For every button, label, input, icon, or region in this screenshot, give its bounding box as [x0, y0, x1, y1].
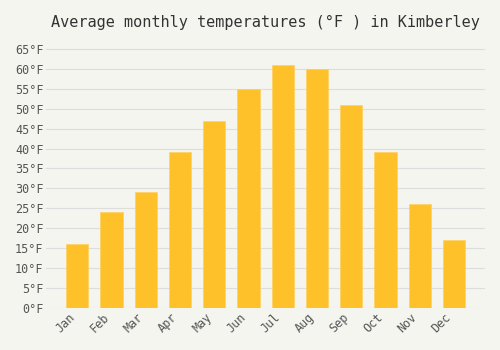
Bar	[169, 153, 191, 308]
Bar	[340, 105, 362, 308]
Bar	[272, 65, 294, 308]
Bar	[374, 153, 396, 308]
Title: Average monthly temperatures (°F ) in Kimberley: Average monthly temperatures (°F ) in Ki…	[51, 15, 480, 30]
Bar	[134, 193, 157, 308]
Bar	[306, 69, 328, 308]
Bar	[66, 244, 88, 308]
Bar	[203, 121, 226, 308]
Bar	[443, 240, 465, 308]
Bar	[100, 212, 122, 308]
Bar	[238, 89, 260, 308]
Bar	[408, 204, 431, 308]
